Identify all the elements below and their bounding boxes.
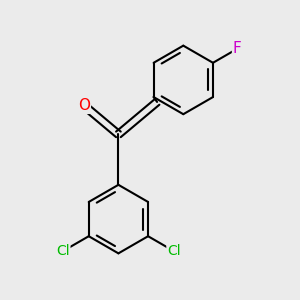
Text: Cl: Cl — [167, 244, 181, 258]
Text: O: O — [78, 98, 90, 113]
Text: Cl: Cl — [56, 244, 70, 258]
Text: F: F — [232, 41, 241, 56]
